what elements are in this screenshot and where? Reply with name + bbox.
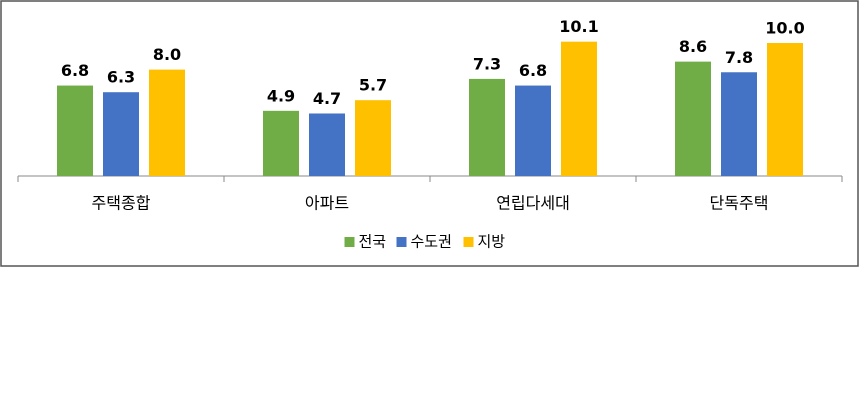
bar [309,113,345,176]
legend-swatch [344,237,355,247]
bar [263,110,299,176]
x-tick-label: 단독주택 [710,194,769,213]
value-label: 10.0 [765,19,804,38]
bar [149,69,185,176]
value-label: 7.8 [725,48,753,67]
legend-swatch [396,237,407,247]
bar [469,78,505,176]
legend-label: 전국 [359,233,387,251]
value-label: 5.7 [359,76,387,95]
bar [675,61,711,177]
x-tick-label: 연립다세대 [496,194,570,213]
bar [355,100,391,176]
legend-label: 수도권 [411,233,452,251]
bar [721,72,757,176]
bar [561,41,597,176]
bar [515,85,551,176]
value-label: 10.1 [559,17,598,36]
chart-border [0,0,859,267]
value-label: 8.6 [679,37,707,56]
x-tick-label: 아파트 [305,194,349,213]
value-label: 8.0 [153,45,181,64]
bar [57,85,93,176]
legend-label: 지방 [478,233,506,251]
value-label: 7.3 [473,54,501,73]
x-tick-label: 주택종합 [92,194,151,213]
value-label: 4.9 [267,86,295,105]
bar [103,92,139,176]
bar [767,43,803,176]
legend-swatch [463,237,474,247]
value-label: 6.3 [107,68,135,87]
value-label: 6.8 [61,61,89,80]
value-label: 4.7 [313,89,341,108]
value-label: 6.8 [519,61,547,80]
